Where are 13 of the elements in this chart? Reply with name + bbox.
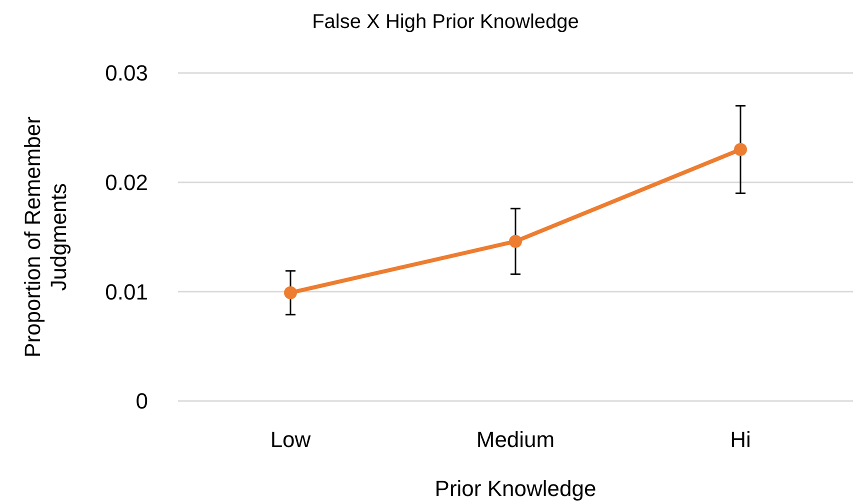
y-tick-label: 0.03 bbox=[105, 60, 148, 86]
point bbox=[509, 234, 522, 248]
point bbox=[734, 143, 747, 156]
chart-title: False X High Prior Knowledge bbox=[312, 11, 579, 33]
x-tick-label: Medium bbox=[476, 427, 555, 452]
y-tick-label: 0.01 bbox=[105, 279, 148, 304]
x-tick-label: Hi bbox=[730, 427, 751, 452]
y-tick-label: 0 bbox=[136, 388, 148, 414]
x-axis-title: Prior Knowledge bbox=[434, 476, 596, 501]
x-tick-label: Low bbox=[270, 427, 311, 452]
point bbox=[284, 286, 297, 300]
y-tick-label: 0.02 bbox=[105, 170, 148, 196]
y-axis-title: Proportion of Remember Judgments bbox=[20, 116, 71, 358]
